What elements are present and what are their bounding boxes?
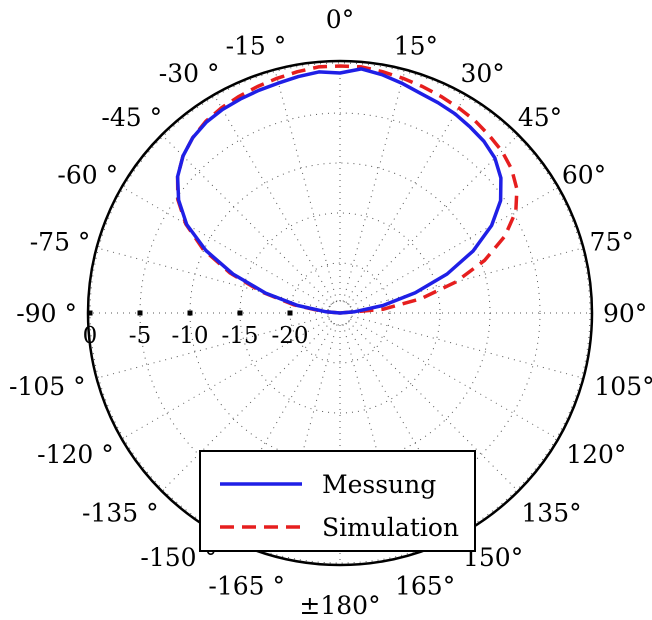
angle-label-11: 165° [395,571,455,600]
grid-spoke-7 [351,315,584,379]
grid-spoke-13 [274,324,338,557]
grid-spoke-19 [96,247,329,311]
legend-label-simulation: Simulation [322,513,459,542]
angle-label-18: -90 ° [16,299,77,328]
grid-circle-0 [89,62,591,564]
grid-circle-3 [239,212,441,414]
grid-spoke-23 [274,69,338,302]
angle-label-17: -105 ° [9,372,86,401]
angle-label-23: -15 ° [226,31,287,60]
radial-tick-label-2: -10 [171,323,208,349]
radial-tick-mark-3 [237,310,243,316]
grid-spoke-5 [351,247,584,311]
legend-box [199,450,476,552]
series-messung [175,67,503,315]
angle-label-7: 105° [594,372,652,401]
angle-label-8: 120° [566,440,626,469]
angle-label-22: -30 ° [159,59,220,88]
grid-spoke-11 [342,324,406,557]
grid-spoke-4 [350,186,559,308]
angle-label-0: 0° [326,5,354,34]
radial-tick-label-3: -15 [221,323,258,349]
grid-spoke-14 [213,323,335,532]
radial-tick-mark-4 [287,310,293,316]
angle-label-15: -135 ° [82,498,159,527]
series-simulation [175,64,519,315]
legend-label-messung: Messung [322,470,436,499]
angle-label-16: -120 ° [37,440,114,469]
grid-spoke-8 [350,318,559,440]
angle-label-19: -75 ° [30,227,91,256]
angle-label-4: 60° [562,161,606,190]
angle-label-20: -60 ° [57,161,118,190]
legend: Messung Simulation [199,450,476,552]
angle-label-9: 135° [521,498,581,527]
angle-label-2: 30° [461,59,505,88]
polar-grid [88,61,592,565]
grid-spoke-2 [345,94,467,303]
radial-tick-labels: 0 -5 -10 -15 -20 [83,310,309,349]
angle-label-3: 45° [518,103,562,132]
grid-spoke-20 [121,186,330,308]
radial-tick-label-4: -20 [271,323,308,349]
grid-spoke-21 [161,134,332,305]
grid-spoke-17 [96,315,329,379]
angle-label-21: -45 ° [101,103,162,132]
grid-spoke-9 [348,321,519,492]
series-layer [175,64,519,315]
radial-tick-label-0: 0 [83,323,98,349]
angle-label-1: 15° [394,31,438,60]
grid-spoke-16 [121,318,330,440]
grid-spoke-15 [161,321,332,492]
angle-label-13: -165 ° [208,571,285,600]
angle-label-5: 75° [590,227,634,256]
grid-spoke-22 [213,94,335,303]
grid-spoke-10 [345,323,467,532]
radial-tick-mark-0 [87,310,93,316]
grid-circle-1 [139,112,541,514]
grid-spoke-3 [348,134,519,305]
angle-label-6: 90° [603,299,647,328]
radial-tick-mark-1 [137,310,143,316]
angle-label-12: ±180° [299,591,380,620]
radial-tick-label-1: -5 [129,323,151,349]
radial-tick-mark-2 [187,310,193,316]
angle-tick-labels: 0°15°30°45°60°75°90°105°120°135°150°165°… [9,5,652,620]
grid-spoke-1 [342,69,406,302]
